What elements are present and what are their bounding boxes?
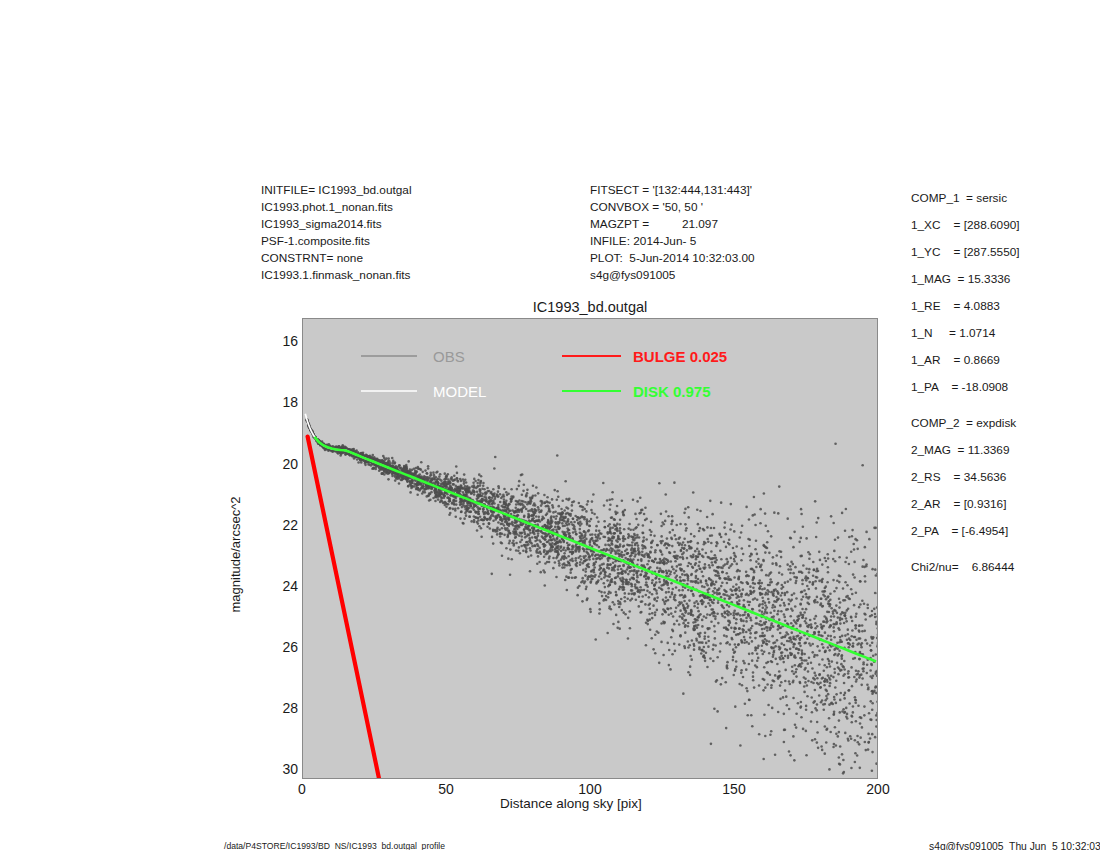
svg-text:OBS: OBS	[433, 348, 465, 365]
svg-text:BULGE 0.025: BULGE 0.025	[633, 348, 727, 365]
svg-text:MODEL: MODEL	[433, 383, 486, 400]
svg-text:DISK 0.975: DISK 0.975	[633, 383, 711, 400]
